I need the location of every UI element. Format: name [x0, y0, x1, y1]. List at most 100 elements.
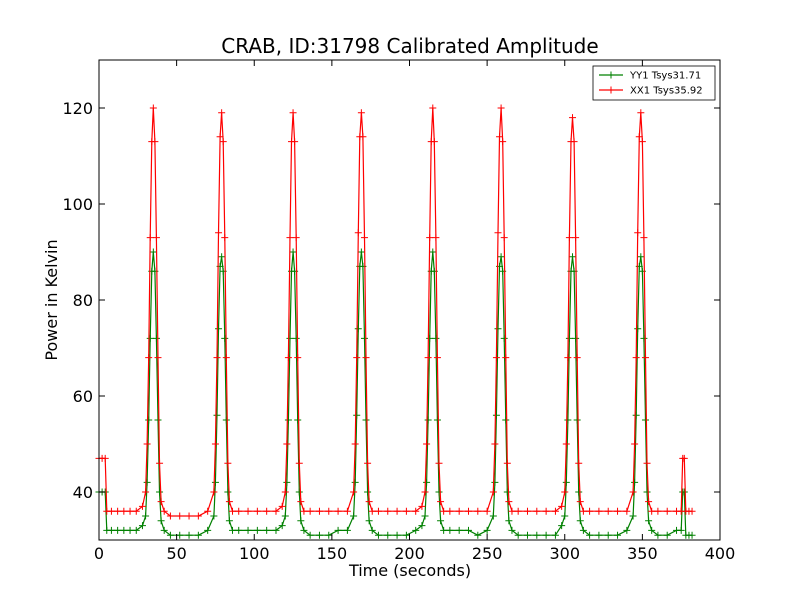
x-axis-label: Time (seconds) — [348, 561, 471, 580]
data-point — [551, 507, 559, 515]
data-point — [641, 416, 649, 424]
x-tick-label: 50 — [166, 544, 186, 563]
data-point — [677, 526, 685, 534]
data-point — [229, 507, 237, 515]
data-point — [502, 354, 510, 362]
x-tick-label: 250 — [472, 544, 503, 563]
data-point — [221, 234, 229, 242]
data-point — [437, 517, 445, 525]
data-point — [491, 440, 499, 448]
data-point — [222, 354, 230, 362]
data-point — [365, 517, 373, 525]
data-point — [561, 488, 569, 496]
data-point — [351, 478, 359, 486]
data-point — [166, 531, 174, 539]
data-point — [368, 526, 376, 534]
data-point — [354, 325, 362, 333]
data-point — [300, 526, 308, 534]
legend-entries: YY1 Tsys31.71 XX1 Tsys35.92 — [599, 71, 703, 97]
data-point — [120, 526, 128, 534]
data-point — [157, 517, 165, 525]
data-point — [572, 334, 580, 342]
data-point — [211, 440, 219, 448]
data-point — [160, 507, 168, 515]
data-point — [558, 502, 566, 510]
data-point — [229, 526, 237, 534]
data-point — [176, 512, 184, 520]
data-point — [579, 507, 587, 515]
data-point — [424, 354, 432, 362]
data-point — [374, 507, 382, 515]
data-point — [645, 498, 653, 506]
data-point — [533, 507, 541, 515]
data-point — [364, 459, 372, 467]
data-point — [295, 459, 303, 467]
plot-background — [99, 60, 720, 540]
data-point — [156, 459, 164, 467]
data-point — [446, 507, 454, 515]
data-point — [244, 507, 252, 515]
data-point — [210, 512, 218, 520]
data-point — [570, 138, 578, 146]
legend-swatch-marker — [607, 86, 615, 94]
data-point — [569, 253, 577, 261]
data-point — [429, 104, 437, 112]
data-point — [429, 248, 437, 256]
data-point — [300, 507, 308, 515]
data-point — [278, 522, 286, 530]
x-tick-label: 300 — [549, 544, 580, 563]
data-point — [595, 531, 603, 539]
data-point — [149, 104, 157, 112]
data-point — [353, 411, 361, 419]
data-point — [423, 478, 431, 486]
series-1 — [95, 248, 696, 539]
data-point — [114, 526, 122, 534]
data-point — [278, 502, 286, 510]
data-point — [632, 354, 640, 362]
data-point — [272, 507, 280, 515]
plot-frame — [98, 59, 721, 541]
data-point — [421, 488, 429, 496]
data-point — [325, 507, 333, 515]
data-point — [502, 416, 510, 424]
data-point — [648, 526, 656, 534]
data-point — [654, 531, 662, 539]
data-point — [142, 512, 150, 520]
data-point — [146, 234, 154, 242]
data-point — [160, 526, 168, 534]
data-point — [297, 517, 305, 525]
data-point — [364, 488, 372, 496]
data-point — [614, 507, 622, 515]
data-point — [295, 488, 303, 496]
data-point — [643, 488, 651, 496]
data-point — [575, 488, 583, 496]
y-tick-label: 100 — [62, 195, 93, 214]
data-point — [222, 416, 230, 424]
data-point — [224, 488, 232, 496]
data-point — [604, 507, 612, 515]
data-point — [474, 531, 482, 539]
data-point — [426, 234, 434, 242]
data-point — [491, 478, 499, 486]
data-point — [154, 416, 162, 424]
data-point — [489, 488, 497, 496]
data-point — [418, 502, 426, 510]
data-point — [680, 454, 688, 462]
data-point — [297, 498, 305, 506]
data-point — [120, 507, 128, 515]
data-point — [638, 138, 646, 146]
data-point — [306, 531, 314, 539]
data-point — [432, 234, 440, 242]
data-point — [107, 526, 115, 534]
data-point — [464, 507, 472, 515]
data-point — [359, 133, 367, 141]
data-point — [412, 507, 420, 515]
data-point — [576, 498, 584, 506]
data-point — [483, 507, 491, 515]
data-point — [576, 517, 584, 525]
data-point — [284, 416, 292, 424]
data-point — [138, 502, 146, 510]
data-point — [194, 531, 202, 539]
data-point — [629, 512, 637, 520]
data-point — [586, 531, 594, 539]
